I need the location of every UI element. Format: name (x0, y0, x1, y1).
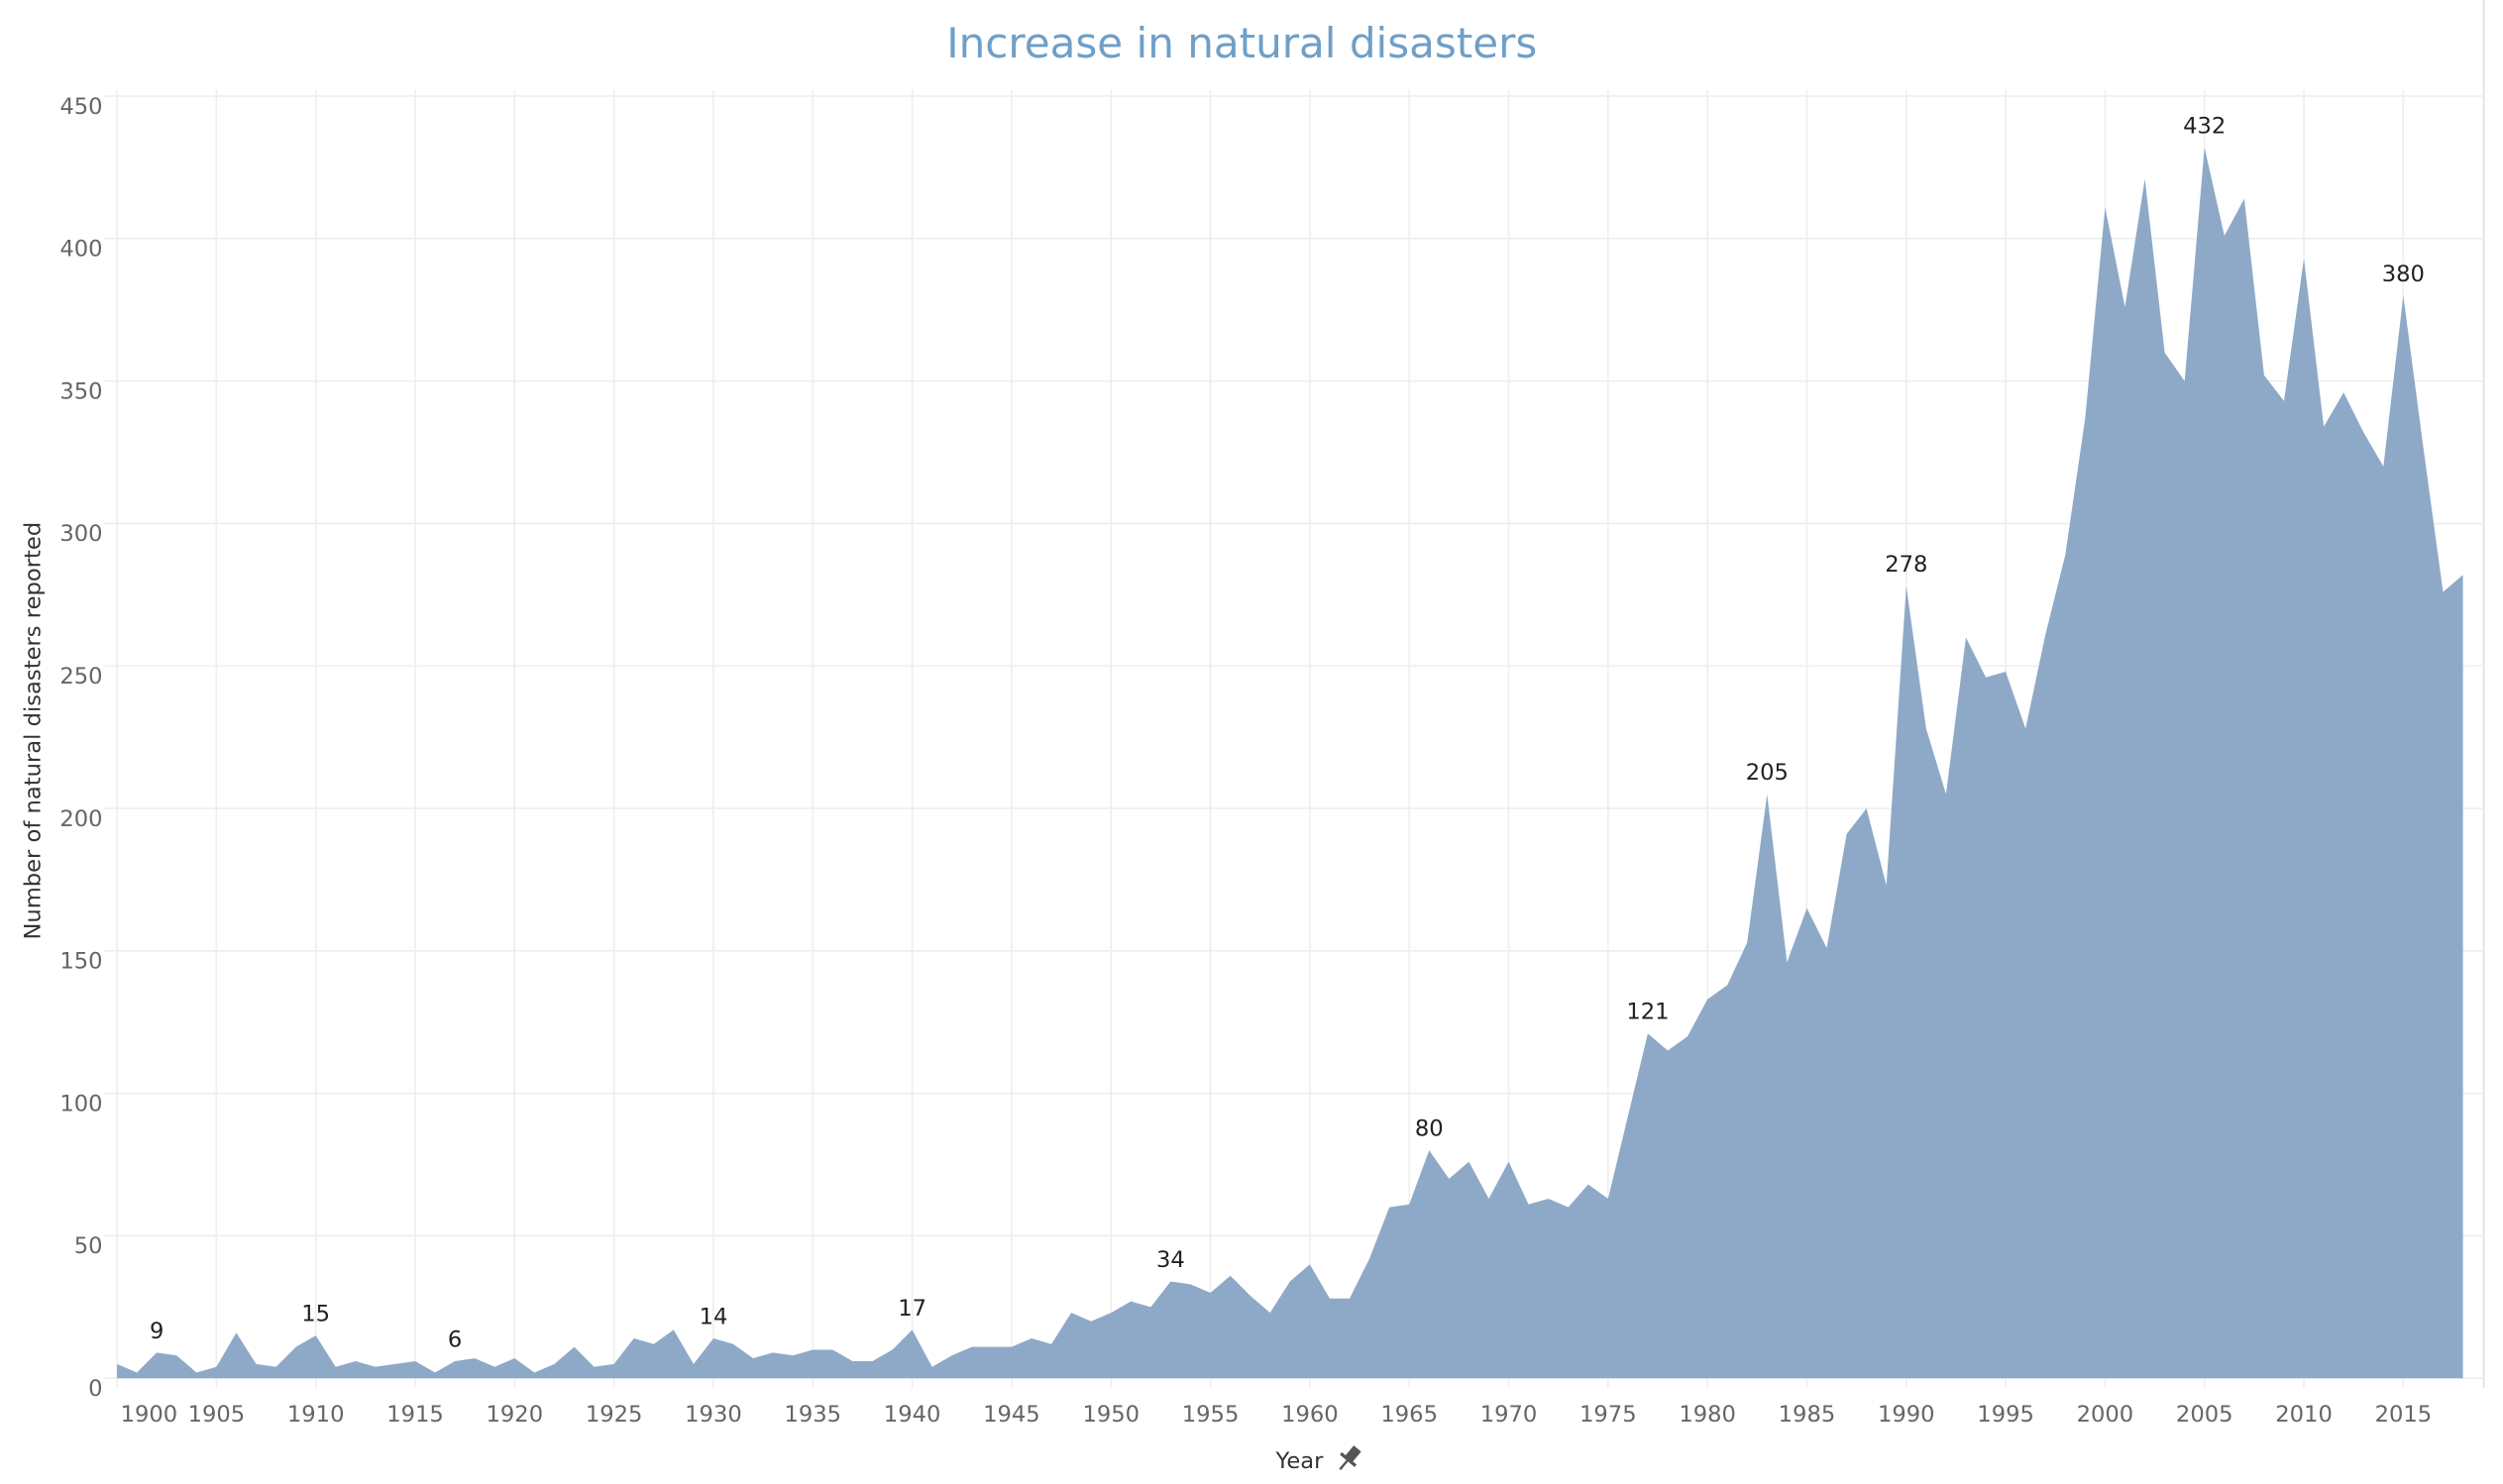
x-tick-label: 1920 (487, 1402, 544, 1428)
x-tick-label: 1985 (1779, 1402, 1836, 1428)
y-tick-label: 0 (88, 1376, 102, 1402)
x-axis-title: Year (1275, 1448, 1325, 1474)
x-tick-label: 1925 (586, 1402, 643, 1428)
y-tick-label: 200 (59, 806, 102, 832)
y-tick-label: 50 (74, 1233, 103, 1259)
data-label: 6 (448, 1326, 462, 1352)
data-label: 34 (1156, 1247, 1185, 1273)
x-tick-label: 1935 (784, 1402, 841, 1428)
data-label: 80 (1415, 1116, 1444, 1142)
y-tick-label: 400 (59, 237, 102, 263)
x-tick-label: 1965 (1380, 1402, 1438, 1428)
x-tick-label: 1930 (685, 1402, 742, 1428)
data-label: 205 (1746, 760, 1789, 786)
x-tick-label: 2015 (2375, 1402, 2433, 1428)
chart-title: Increase in natural disasters (946, 19, 1537, 67)
data-label: 9 (150, 1319, 163, 1344)
x-tick-label: 1990 (1878, 1402, 1935, 1428)
area (117, 147, 2463, 1379)
y-tick-label: 350 (59, 378, 102, 404)
data-label: 380 (2382, 262, 2425, 287)
x-tick-label: 1955 (1182, 1402, 1240, 1428)
x-tick-label: 2010 (2275, 1402, 2333, 1428)
x-tick-label: 1905 (188, 1402, 246, 1428)
x-tick-label: 1915 (386, 1402, 444, 1428)
data-label: 278 (1885, 552, 1927, 578)
data-label: 17 (898, 1296, 926, 1322)
data-label: 432 (2183, 113, 2226, 139)
y-tick-label: 250 (59, 664, 102, 689)
x-tick-label: 1900 (121, 1402, 178, 1428)
x-tick-label: 1910 (287, 1402, 345, 1428)
y-tick-label: 300 (59, 521, 102, 547)
pin-icon[interactable] (1333, 1442, 1365, 1476)
x-tick-label: 1980 (1679, 1402, 1736, 1428)
y-tick-label: 100 (59, 1091, 102, 1116)
x-tick-label: 2000 (2077, 1402, 2134, 1428)
pin-base[interactable] (1340, 1451, 1358, 1467)
data-label: 14 (700, 1304, 728, 1329)
data-label: 121 (1626, 1000, 1669, 1025)
x-tick-label: 1960 (1281, 1402, 1339, 1428)
y-tick-label: 450 (59, 94, 102, 120)
x-tick-label: 1945 (983, 1402, 1040, 1428)
y-tick-label: 150 (59, 949, 102, 975)
x-tick-label: 1995 (1977, 1402, 2034, 1428)
x-tick-label: 2005 (2176, 1402, 2233, 1428)
data-label: 15 (301, 1302, 330, 1327)
x-tick-label: 1950 (1082, 1402, 1140, 1428)
x-tick-label: 1975 (1579, 1402, 1637, 1428)
y-axis-title: Number of natural disasters reported (20, 522, 46, 940)
pin-needle[interactable] (1339, 1459, 1349, 1471)
x-tick-label: 1970 (1480, 1402, 1538, 1428)
x-tick-label: 1940 (884, 1402, 941, 1428)
